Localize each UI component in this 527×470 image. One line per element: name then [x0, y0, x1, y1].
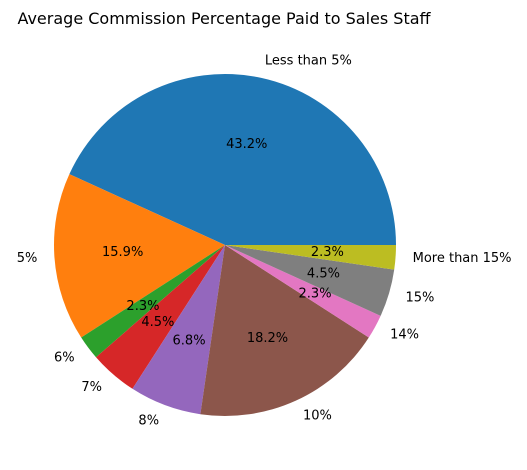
- pie-slice-5pct: [53, 174, 226, 338]
- category-label-10pct: 10%: [303, 409, 332, 424]
- category-label-8pct: 8%: [138, 414, 159, 429]
- pie-slice-15pct: [225, 245, 395, 316]
- chart-title: Average Commission Percentage Paid to Sa…: [17, 9, 431, 28]
- pie-slice-14pct: [225, 245, 381, 338]
- category-label-15pct: 15%: [405, 291, 434, 306]
- pie-slices: [53, 73, 397, 417]
- category-label-less-than-5pct: Less than 5%: [265, 54, 352, 69]
- pie-slice-7pct: [96, 245, 226, 389]
- pie-slice-less-than-5pct: [69, 73, 397, 246]
- pie-slice-more-than-15pct: [225, 245, 396, 270]
- pie-slice-6pct: [81, 245, 225, 358]
- pct-label-6pct: 2.3%: [126, 299, 159, 314]
- pct-label-5pct: 15.9%: [102, 245, 143, 260]
- category-label-7pct: 7%: [81, 380, 102, 395]
- pct-label-14pct: 2.3%: [299, 287, 332, 302]
- pct-label-less-than-5pct: 43.2%: [226, 137, 267, 152]
- category-label-5pct: 5%: [17, 251, 38, 266]
- pie-slice-10pct: [200, 245, 369, 417]
- pie-percent-labels: 43.2%15.9%2.3%4.5%6.8% 18.2%2.3%4.5%2.3%: [102, 137, 344, 348]
- pct-label-7pct: 4.5%: [141, 315, 174, 330]
- pie-category-labels: Less than 5% 5% 6% 7% 8% 10% 14% 15% More than 1…: [17, 54, 512, 429]
- pie-slice-8pct: [132, 245, 225, 415]
- pct-label-15pct: 4.5%: [307, 266, 340, 281]
- pct-label-more-than-15pct: 2.3%: [311, 245, 344, 260]
- category-label-6pct: 6%: [54, 350, 75, 365]
- category-label-more-than-15pct: More than 15%: [413, 251, 512, 266]
- pct-label-10pct: 18.2%: [247, 331, 288, 346]
- category-label-14pct: 14%: [390, 328, 419, 343]
- pct-label-8pct: 6.8%: [173, 334, 206, 349]
